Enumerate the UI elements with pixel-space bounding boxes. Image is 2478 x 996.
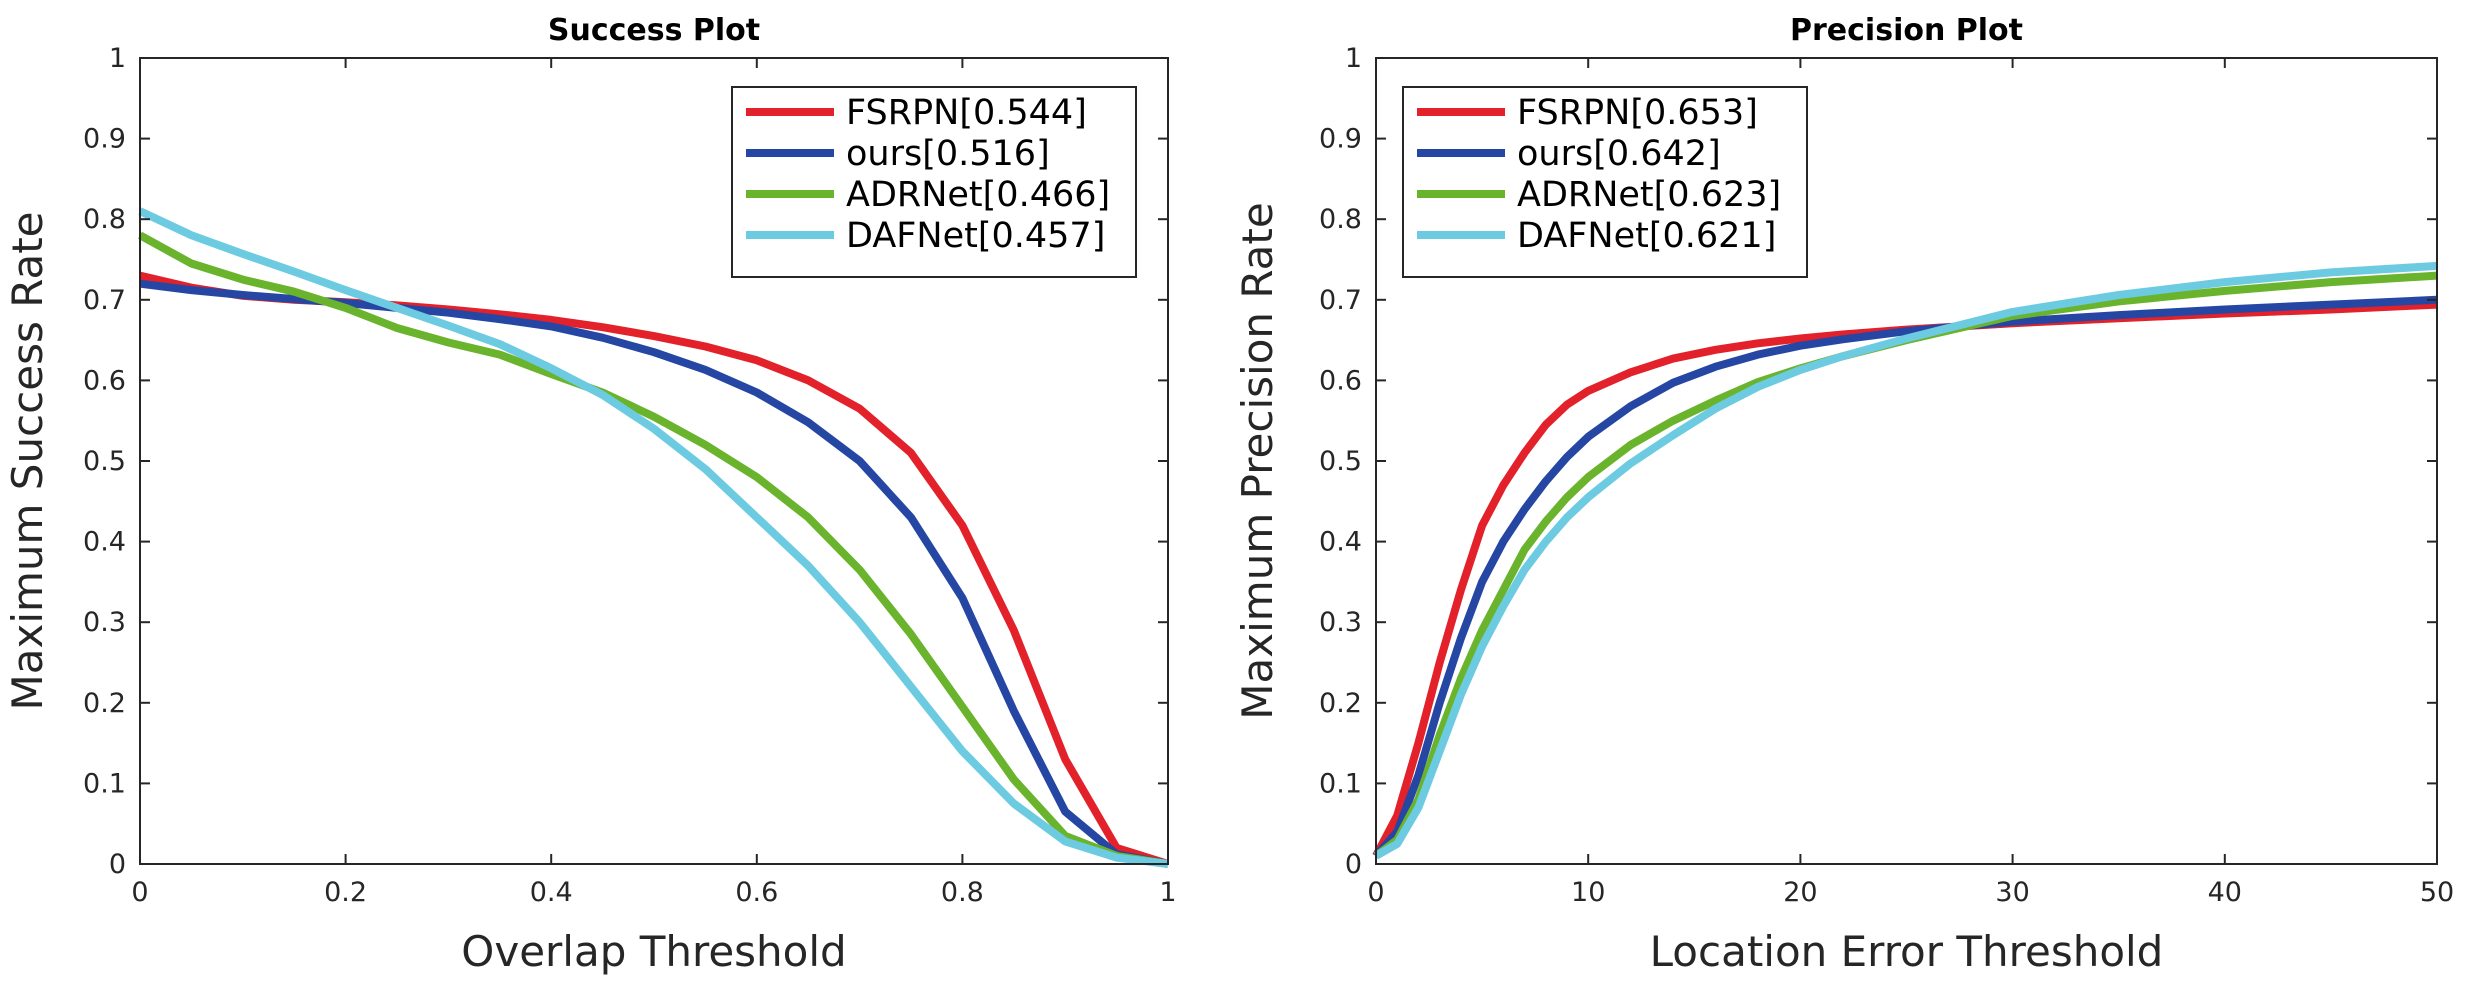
series-line-dafnet <box>138 207 1169 868</box>
chart-panel-2: 00.10.20.30.40.50.60.70.80.910 10 20 30 40 50… <box>1233 13 2454 976</box>
y-tick-label: 0.1 <box>83 768 126 799</box>
x-tick-label: 10 <box>1571 877 1605 908</box>
chart-panel-1: 0 0.1 0.2 0.3 0.4 0.5 0.6 0.7 0.8 0.9 1 0 0.2 0.4 0.6 0… <box>3 13 1177 976</box>
y-tick-label: 1 <box>109 43 126 74</box>
legend-label-dafnet: DAFNet[0.457] <box>846 216 1105 256</box>
series-line-adrnet <box>138 231 1169 868</box>
legend: FSRPN[0.653]ours[0.642]ADRNet[0.623]DAFN… <box>1402 86 1808 278</box>
y-tick-label: 0.1 <box>1319 768 1362 799</box>
series-lines <box>138 207 1170 868</box>
y-tick-label: 0.6 <box>83 365 126 396</box>
y-tick-label: 0.4 <box>1319 527 1362 558</box>
legend: FSRPN[0.544]ours[0.516]ADRNet[0.466]DAFN… <box>731 86 1137 278</box>
y-tick-label: 0.2 <box>1319 688 1362 719</box>
series-lines <box>1372 261 2438 860</box>
y-tick-label: 0.4 <box>83 527 126 558</box>
legend-label-ours: ours[0.642] <box>1517 134 1721 174</box>
y-tick-label: 0.5 <box>83 446 126 477</box>
y-axis-label: Maximum Success Rate <box>3 211 52 710</box>
y-tick-label: 0.3 <box>1319 607 1362 638</box>
y-tick-label: 0.8 <box>83 204 126 235</box>
chart-title: Precision Plot <box>1790 13 2023 48</box>
legend-label-ours: ours[0.516] <box>846 134 1050 174</box>
x-axis-label: Overlap Threshold <box>461 927 846 976</box>
y-tick-label: 0.9 <box>1319 124 1362 155</box>
series-line-dafnet <box>1374 261 2438 860</box>
y-tick-label: 0 <box>109 849 126 880</box>
y-tick-label: 0.7 <box>83 285 126 316</box>
x-tick-label: 40 <box>2208 877 2242 908</box>
y-tick-label: 0.9 <box>83 124 126 155</box>
legend-label-adrnet: ADRNet[0.623] <box>1517 175 1781 215</box>
legend-box <box>1402 86 1808 278</box>
x-tick-label: 0.8 <box>941 877 984 908</box>
legend-label-adrnet: ADRNet[0.466] <box>846 175 1110 215</box>
y-tick-label: 0 <box>1345 849 1362 880</box>
y-tick-label: 0.7 <box>1319 285 1362 316</box>
x-axis-label: Location Error Threshold <box>1650 927 2164 976</box>
legend-label-fsrpn: FSRPN[0.544] <box>846 93 1087 133</box>
y-tick-label: 1 <box>1345 43 1362 74</box>
x-tick-label: 0 <box>1367 877 1384 908</box>
series-line-ours <box>1372 295 2438 859</box>
y-tick-label: 0.8 <box>1319 204 1362 235</box>
series-line-adrnet <box>1373 271 2438 860</box>
y-tick-label: 0.5 <box>1319 446 1362 477</box>
legend-label-fsrpn: FSRPN[0.653] <box>1517 93 1758 133</box>
legend-label-dafnet: DAFNet[0.621] <box>1517 216 1776 256</box>
chart-title: Success Plot <box>548 13 760 48</box>
legend-box <box>731 86 1137 278</box>
x-tick-label: 0.4 <box>530 877 573 908</box>
x-tick-label: 0.6 <box>735 877 778 908</box>
y-tick-label: 0.2 <box>83 688 126 719</box>
x-tick-label: 50 <box>2420 877 2454 908</box>
y-axis-label: Maximum Precision Rate <box>1233 202 1282 719</box>
x-tick-label: 30 <box>1995 877 2029 908</box>
y-tick-label: 0.3 <box>83 607 126 638</box>
x-tick-label: 20 <box>1783 877 1817 908</box>
y-tick-label: 0.6 <box>1319 365 1362 396</box>
x-tick-label: 1 <box>1159 877 1176 908</box>
x-tick-label: 0.2 <box>324 877 367 908</box>
x-tick-label: 0 <box>131 877 148 908</box>
